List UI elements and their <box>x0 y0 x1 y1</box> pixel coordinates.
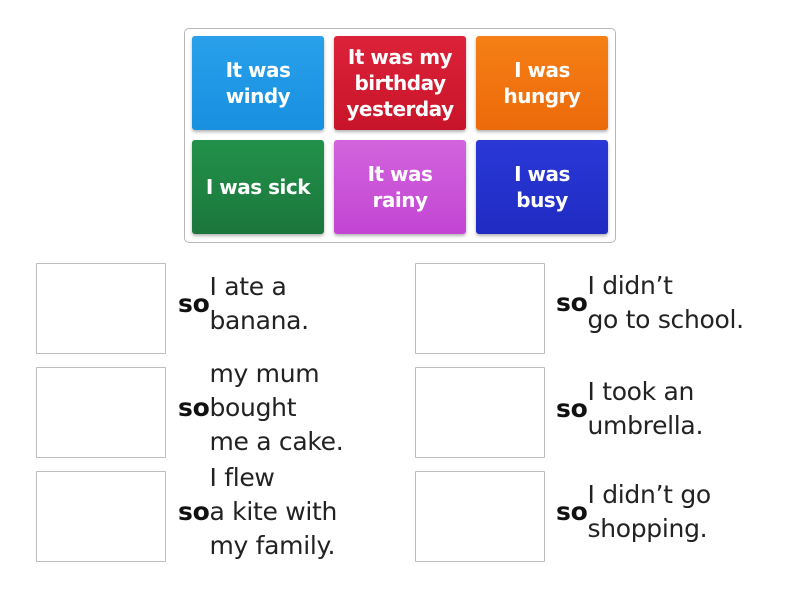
answer-tile-busy[interactable]: I was busy <box>476 140 608 234</box>
keyword: so <box>178 497 210 526</box>
drop-slot-2[interactable] <box>36 367 166 458</box>
sentence-text: I didn’t go shopping. <box>587 480 711 543</box>
sentence-ending-2: so my mum bought me a cake. <box>178 359 398 456</box>
sentence-text: my mum bought me a cake. <box>209 359 344 456</box>
answer-tile-windy[interactable]: It was windy <box>192 36 324 130</box>
sentence-ending-3: so I flew a kite with my family. <box>178 463 398 560</box>
drop-slot-6[interactable] <box>415 471 545 562</box>
sentence-text: I didn’t go to school. <box>587 271 744 334</box>
keyword: so <box>556 394 588 423</box>
sentence-text: I took an umbrella. <box>587 377 704 440</box>
answer-tile-rainy[interactable]: It was rainy <box>334 140 466 234</box>
keyword: so <box>178 289 210 318</box>
sentence-ending-1: so I ate a banana. <box>178 259 398 349</box>
keyword: so <box>556 497 588 526</box>
answer-tile-sick[interactable]: I was sick <box>192 140 324 234</box>
keyword: so <box>556 288 588 317</box>
answer-tile-birthday[interactable]: It was my birthday yesterday <box>334 36 466 130</box>
sentence-ending-5: so I took an umbrella. <box>556 364 776 454</box>
answer-tile-hungry[interactable]: I was hungry <box>476 36 608 130</box>
sentence-ending-4: so I didn’t go to school. <box>556 258 776 348</box>
keyword: so <box>178 393 210 422</box>
drop-slot-4[interactable] <box>415 263 545 354</box>
sentence-ending-6: so I didn’t go shopping. <box>556 467 776 557</box>
drop-slot-5[interactable] <box>415 367 545 458</box>
sentence-text: I ate a banana. <box>209 272 309 335</box>
drop-slot-3[interactable] <box>36 471 166 562</box>
sentence-text: I flew a kite with my family. <box>209 463 338 560</box>
drop-slot-1[interactable] <box>36 263 166 354</box>
